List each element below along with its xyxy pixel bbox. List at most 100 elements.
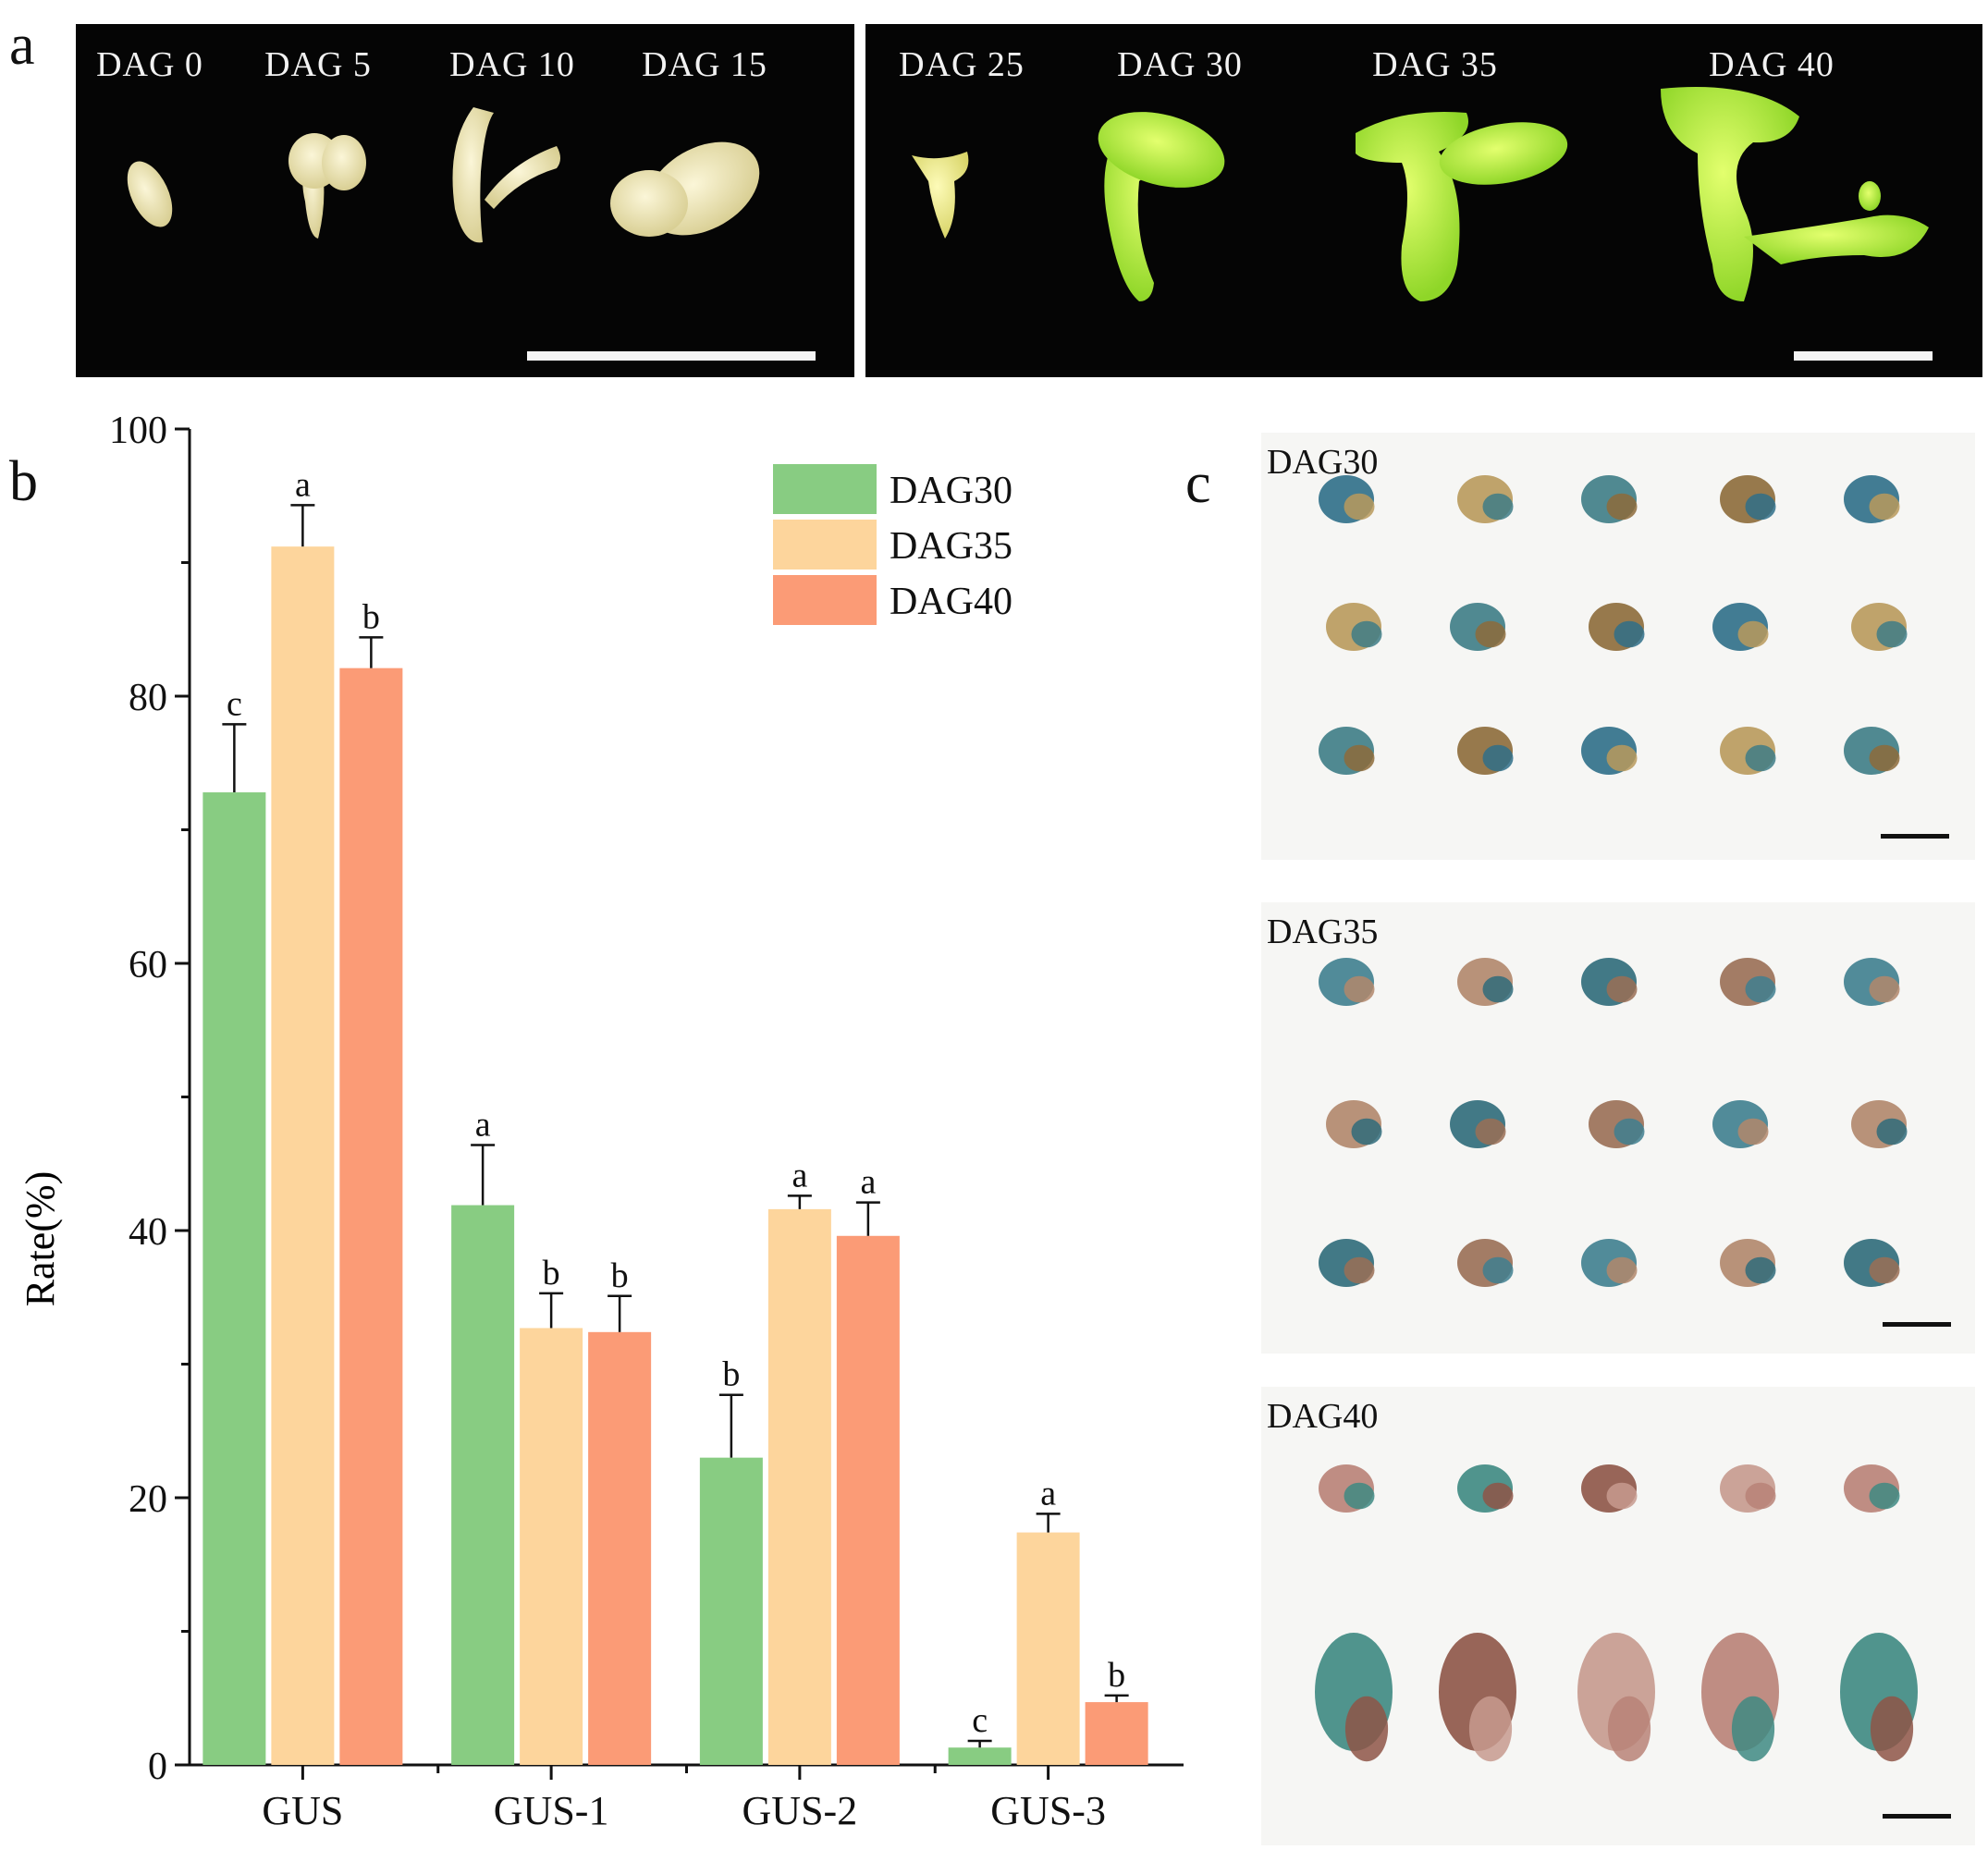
stained-seedling [1457,958,1514,1006]
stained-seedling [1457,475,1514,523]
bar-DAG30-GUS [202,792,266,1765]
stained-seedling [1457,727,1514,775]
bar-DAG35-GUS-2 [767,1208,831,1765]
stained-seedling [1720,958,1776,1006]
significance-letter: b [543,1254,560,1292]
seedling-photo-strip-late: DAG 25 DAG 30 DAG 35 DAG 40 [865,24,1982,377]
stained-seedling [1581,727,1638,775]
significance-letter: a [1040,1474,1056,1513]
y-tick-label: 60 [129,944,167,986]
bar-DAG30-GUS-1 [451,1205,515,1765]
legend-swatch-DAG35 [773,520,877,570]
seedlings-late-illustration [912,87,1929,301]
panel-c-letter: c [1185,452,1211,515]
stained-seedling [1577,1633,1655,1762]
stained-seedling [1326,603,1382,651]
stained-seedling [1439,1633,1516,1762]
stained-seedling [1720,727,1776,775]
stained-seedling [1581,475,1638,523]
stained-seedling [1720,1239,1776,1287]
scale-bar-early [527,351,816,361]
stained-seedling [1450,1100,1506,1148]
stained-seedling [1712,603,1769,651]
scale-bar-late [1794,351,1933,361]
stained-seedling [1851,603,1908,651]
stage-label-dag15: DAG 15 [642,45,767,84]
panel-b-letter: b [9,450,38,513]
y-tick-label: 40 [129,1211,167,1254]
stage-label-dag5: DAG 5 [264,45,372,84]
significance-letter: b [722,1355,740,1394]
legend-label-DAG30: DAG30 [890,470,1012,512]
significance-letter: c [227,684,242,723]
stained-seedlings-dag30 [1319,475,1908,775]
stained-seedling [1712,1100,1769,1148]
seedlings-early-illustration [127,107,760,243]
stained-seedling [1844,727,1900,775]
gus-staining-photo-dag40: DAG40 [1261,1387,1975,1845]
bar-DAG40-GUS [339,668,403,1765]
stained-seedling [1581,1464,1638,1513]
bar-DAG35-GUS-1 [520,1328,583,1765]
stained-seedling [1589,603,1645,651]
bar-DAG40-GUS-3 [1085,1702,1148,1765]
stained-seedling [1720,475,1776,523]
significance-letter: a [860,1163,876,1202]
stained-seedling [1457,1239,1514,1287]
rate-bar-chart: 0 20 40 60 80 100 GUS GUS-1 GUS-2 GUS-3 c a b a b b b a a… [18,410,1184,1833]
bar-DAG35-GUS-3 [1016,1532,1080,1765]
bar-DAG40-GUS-2 [836,1235,900,1765]
stained-seedling [1457,1464,1514,1513]
x-tick-label: GUS [262,1788,343,1833]
y-tick-label: 0 [148,1746,167,1788]
x-tick-label: GUS-3 [990,1788,1106,1833]
stained-seedling [1844,475,1900,523]
stage-label-dag25: DAG 25 [899,45,1025,84]
significance-letter: b [611,1256,629,1295]
legend-label-DAG35: DAG35 [890,525,1012,568]
significance-letter: a [792,1156,807,1194]
stage-label-dag40: DAG 40 [1709,45,1835,84]
stained-seedling [1581,1239,1638,1287]
y-tick-label: 100 [109,410,167,452]
stained-seedling [1581,958,1638,1006]
stained-seedling [1844,1239,1900,1287]
y-axis-label: Rate(%) [18,1171,63,1307]
stained-seedling [1844,958,1900,1006]
stained-seedling [1840,1633,1918,1762]
stage-label-dag30: DAG 30 [1117,45,1243,84]
seedling-dag10 [452,107,494,243]
stained-seedling [1701,1633,1779,1762]
stage-label-dag35: DAG 35 [1372,45,1498,84]
stained-seedlings-dag40 [1315,1464,1918,1762]
stained-seedling [1589,1100,1645,1148]
gus-staining-photo-dag30: DAG30 [1261,433,1975,860]
significance-letter: c [972,1701,988,1740]
x-tick-label: GUS-2 [742,1788,858,1833]
x-tick-label: GUS-1 [494,1788,609,1833]
scale-bar-dag40 [1883,1814,1951,1819]
seedling-photo-strip-early: DAG 0 DAG 5 DAG 10 DAG 15 [76,24,854,377]
legend-label-DAG40: DAG40 [890,581,1012,623]
stained-seedling [1319,475,1375,523]
stage-label-dag0: DAG 0 [96,45,203,84]
photo-label-dag35: DAG35 [1267,913,1379,951]
stained-seedling [1319,727,1375,775]
bar-DAG35-GUS [271,546,335,1765]
panel-a-letter: a [9,14,35,77]
stained-seedling [1720,1464,1776,1513]
y-tick-label: 20 [129,1478,167,1521]
stained-seedling [1319,1464,1375,1513]
scale-bar-dag30 [1881,834,1949,839]
bar-DAG30-GUS-3 [948,1747,1012,1765]
significance-letter: b [362,597,380,636]
y-tick-label: 80 [129,677,167,719]
scale-bar-dag35 [1883,1322,1951,1327]
stained-seedling [1315,1633,1393,1762]
seedling-dag35 [1356,111,1468,301]
stage-label-dag10: DAG 10 [449,45,575,84]
photo-label-dag40: DAG40 [1267,1397,1379,1436]
seedling-dag40 [1661,87,1799,301]
stained-seedling [1319,1239,1375,1287]
stained-seedling [1851,1100,1908,1148]
